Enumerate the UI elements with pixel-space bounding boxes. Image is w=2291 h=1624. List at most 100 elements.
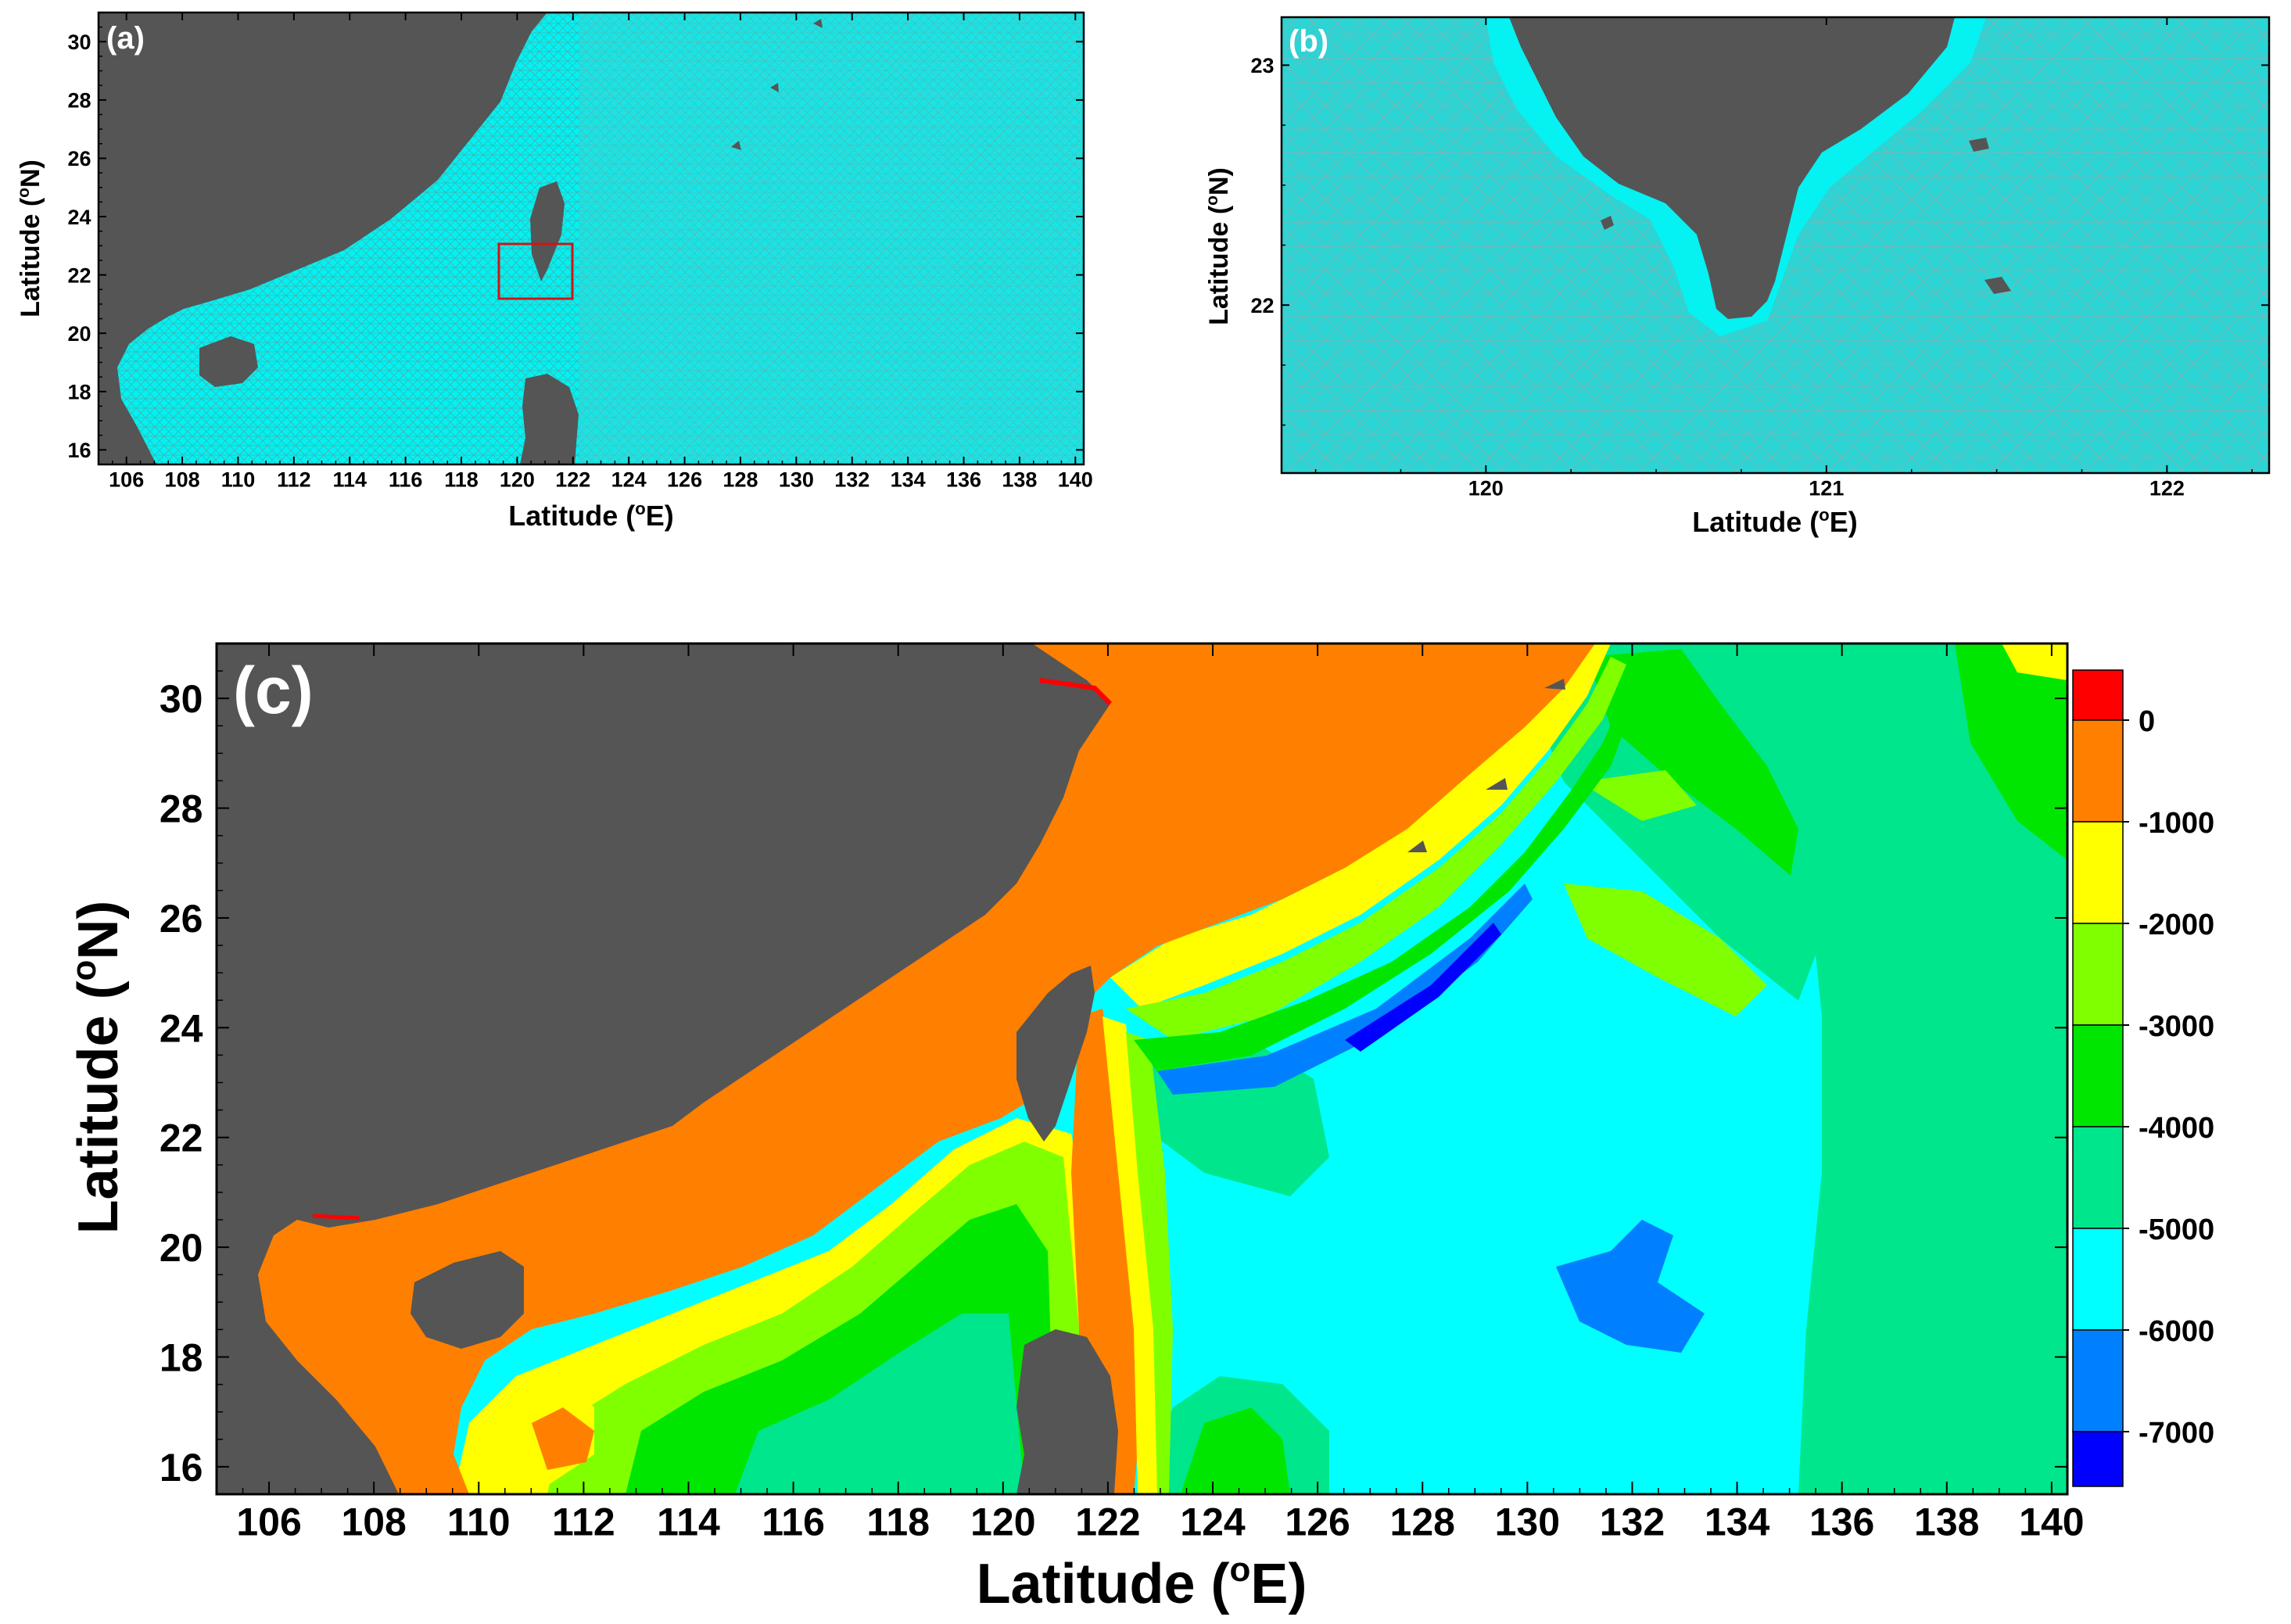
y-tick-label: 24	[68, 206, 91, 229]
y-tick-label: 16	[160, 1446, 203, 1490]
x-tick-label: 116	[762, 1500, 825, 1544]
panel-c-label: (c)	[233, 654, 314, 727]
y-tick-label: 30	[68, 30, 91, 54]
colorbar-label: -4000	[2139, 1112, 2214, 1145]
colorbar-swatch	[2072, 669, 2124, 721]
y-tick-label: 26	[68, 147, 91, 170]
y-tick-label: 16	[68, 439, 91, 462]
panel-a-frame	[97, 11, 1085, 466]
x-tick-label: 106	[236, 1500, 301, 1544]
panel-b-island-2	[1969, 138, 1989, 152]
x-tick-label: 132	[1600, 1500, 1665, 1544]
panel-c-deep-basin	[1556, 1220, 1705, 1353]
x-tick-label: 132	[834, 468, 869, 491]
panel-b-island-1	[1601, 216, 1614, 230]
panel-b-ylabel: Latitude (oN)	[1203, 167, 1234, 325]
x-tick-label: 140	[2019, 1500, 2084, 1544]
panel-c-x-ticks: 106 108 110 112 114 116 118 120 122 124 126 128 130 1…	[216, 644, 2085, 1544]
x-tick-label: 124	[1180, 1500, 1246, 1544]
colorbar-swatch	[2072, 1024, 2124, 1127]
panel-c-mainland	[217, 644, 1110, 1494]
y-tick-label: 23	[1251, 54, 1275, 77]
panel-c-xlabel: Latitude (oE)	[977, 1551, 1307, 1615]
colorbar-label: 0	[2139, 705, 2155, 738]
x-tick-label: 121	[1809, 476, 1844, 500]
panel-c-y-ticks: 16 18 20 22 24 26 28 30	[160, 643, 2067, 1495]
x-tick-label: 122	[555, 468, 590, 491]
panel-c-frame	[215, 642, 2069, 1496]
colorbar-swatch	[2072, 719, 2124, 823]
panel-a-xlabel: Latitude (oE)	[508, 499, 673, 532]
x-tick-label: 138	[1914, 1500, 1979, 1544]
panel-a-hainan	[199, 336, 258, 387]
y-tick-label: 28	[160, 787, 203, 831]
panel-a: (a) 106 108 110 112 114 116 118 120 122 124 126 128…	[15, 11, 1093, 532]
y-tick-label: 20	[68, 322, 91, 346]
x-tick-label: 120	[500, 468, 535, 491]
x-tick-label: 108	[165, 468, 200, 491]
y-tick-label: 22	[160, 1117, 203, 1160]
colorbar-swatch	[2072, 1329, 2124, 1432]
panel-b-x-ticks: 120 121 122	[1314, 17, 2253, 500]
x-tick-label: 128	[1390, 1500, 1455, 1544]
x-tick-label: 114	[332, 468, 367, 491]
y-tick-label: 18	[68, 380, 91, 403]
panel-b: (b) 120 121 122 22 23 Latitude (oE) Latitud…	[1203, 16, 2271, 538]
x-tick-label: 138	[1002, 468, 1037, 491]
panel-a-x-ticks: 106 108 110 112 114 116 118 120 122 124 126 128 130 1…	[98, 13, 1093, 491]
y-tick-label: 20	[160, 1226, 203, 1270]
colorbar-swatch	[2072, 923, 2124, 1026]
colorbar-label: -6000	[2139, 1315, 2214, 1348]
colorbar-label: -3000	[2139, 1010, 2214, 1043]
colorbar-label: -2000	[2139, 909, 2214, 941]
panel-a-luzon	[520, 374, 579, 464]
x-tick-label: 110	[221, 468, 256, 491]
colorbar-swatch	[2072, 821, 2124, 924]
panel-c-hainan	[411, 1251, 524, 1349]
panel-c-luzon	[1016, 1329, 1118, 1494]
panel-a-y-ticks: 16 18 20 22 24 26 28 30	[68, 12, 1084, 465]
panel-b-island-3	[1984, 277, 2011, 294]
x-tick-label: 118	[866, 1500, 930, 1544]
panel-c-taiwan	[1016, 966, 1095, 1142]
x-tick-label: 112	[552, 1500, 615, 1544]
x-tick-label: 128	[722, 468, 758, 491]
colorbar-label: -7000	[2139, 1417, 2214, 1450]
panel-b-taiwan	[1509, 17, 1955, 319]
colorbar: 0 -1000 -2000 -3000 -4000 -5000 -6000 -7000	[2072, 669, 2214, 1487]
y-tick-label: 24	[160, 1006, 203, 1050]
x-tick-label: 114	[657, 1500, 720, 1544]
x-tick-label: 110	[447, 1500, 511, 1544]
x-tick-label: 126	[1285, 1500, 1350, 1544]
colorbar-swatch	[2072, 1126, 2124, 1229]
x-tick-label: 130	[779, 468, 814, 491]
panel-b-y-ticks: 22 23	[1251, 54, 2269, 426]
y-tick-label: 30	[160, 677, 203, 721]
panel-c-trench	[1157, 884, 1533, 1095]
x-tick-label: 116	[389, 468, 423, 491]
y-tick-label: 22	[68, 263, 91, 287]
x-tick-label: 140	[1058, 468, 1093, 491]
x-tick-label: 130	[1495, 1500, 1560, 1544]
colorbar-label: -5000	[2139, 1214, 2214, 1246]
x-tick-label: 126	[667, 468, 702, 491]
x-tick-label: 120	[1468, 476, 1504, 500]
x-tick-label: 106	[109, 468, 144, 491]
panel-c: (c) 106 108 110 112 114 116 118 120 122 124 126 128…	[65, 642, 2085, 1615]
panel-a-mainland	[99, 13, 547, 464]
panel-c-ylabel: Latitude (oN)	[65, 901, 130, 1235]
x-tick-label: 120	[970, 1500, 1035, 1544]
x-tick-label: 118	[444, 468, 479, 491]
y-tick-label: 28	[68, 89, 91, 113]
x-tick-label: 122	[2149, 476, 2185, 500]
x-tick-label: 108	[341, 1500, 406, 1544]
y-tick-label: 26	[160, 897, 203, 941]
x-tick-label: 124	[611, 468, 647, 491]
panel-a-label: (a)	[106, 21, 145, 56]
colorbar-swatch	[2072, 1228, 2124, 1331]
x-tick-label: 134	[891, 468, 926, 491]
panel-a-taiwan	[530, 181, 565, 281]
panel-b-xlabel: Latitude (oE)	[1692, 505, 1857, 538]
panel-b-label: (b)	[1289, 24, 1328, 59]
